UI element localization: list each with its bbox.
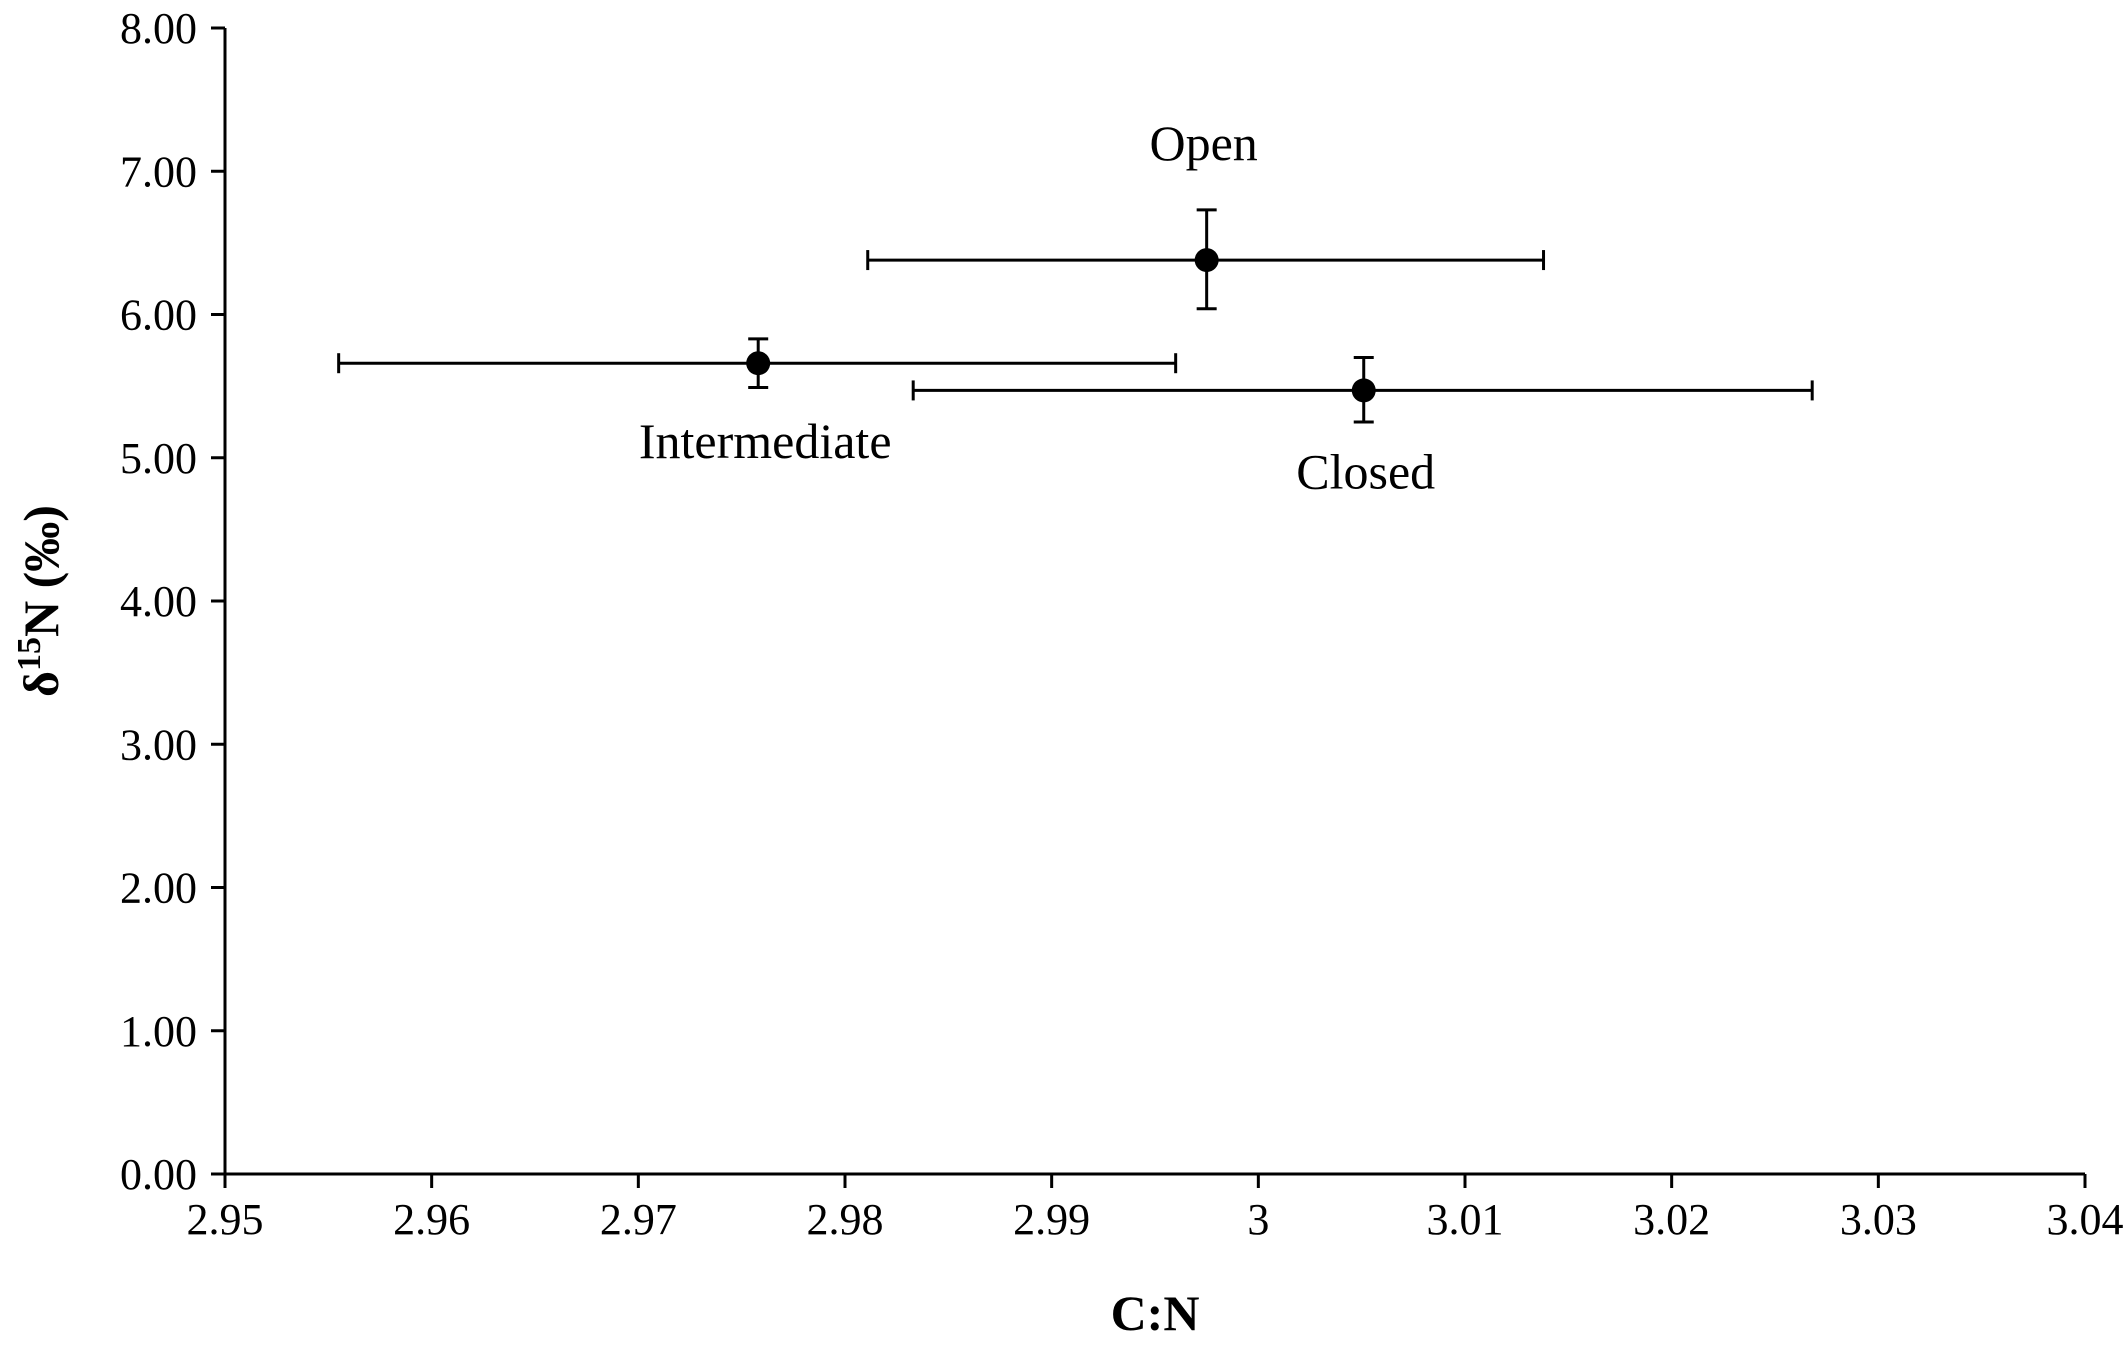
y-axis-title-superscript: 15	[11, 637, 48, 671]
data-point-open	[1194, 248, 1219, 273]
x-tick-label: 3.04	[2047, 1195, 2124, 1244]
y-axis-title-prefix: δ	[13, 671, 69, 697]
x-tick-label: 2.97	[600, 1195, 677, 1244]
y-tick-label: 3.00	[120, 720, 197, 769]
x-axis-title: C:N	[1111, 1285, 1200, 1341]
y-tick-label: 2.00	[120, 864, 197, 913]
y-tick-label: 0.00	[120, 1150, 197, 1199]
x-tick-label: 3.01	[1427, 1195, 1504, 1244]
y-tick-label: 6.00	[120, 291, 197, 340]
axes: 0.00 1.00 2.00 3.00 4.00 5.00 6.00 7.00 8.00 2.95…	[120, 4, 2124, 1244]
y-tick-label: 8.00	[120, 4, 197, 53]
point-label-open: Open	[1150, 115, 1258, 171]
x-tick-label: 2.96	[393, 1195, 470, 1244]
data-point-intermediate	[746, 351, 771, 376]
point-label-closed: Closed	[1296, 443, 1435, 499]
y-tick-label: 4.00	[120, 577, 197, 626]
x-tick-label: 2.99	[1013, 1195, 1090, 1244]
data-points	[746, 248, 1376, 403]
y-tick-label: 1.00	[120, 1007, 197, 1056]
x-tick-label: 3.02	[1633, 1195, 1710, 1244]
y-axis-title: δ15N (‰)	[11, 505, 69, 697]
point-label-intermediate: Intermediate	[639, 413, 892, 469]
x-tick-label: 3.03	[1840, 1195, 1917, 1244]
x-tick-label: 2.95	[187, 1195, 264, 1244]
error-bars	[337, 208, 1814, 424]
x-tick-label: 2.98	[807, 1195, 884, 1244]
y-axis-title-suffix: N (‰)	[13, 505, 69, 637]
y-tick-label: 7.00	[120, 147, 197, 196]
x-tick-label: 3	[1247, 1195, 1269, 1244]
point-labels: Open Intermediate Closed	[639, 115, 1435, 499]
data-point-closed	[1351, 378, 1376, 403]
y-tick-label: 5.00	[120, 434, 197, 483]
